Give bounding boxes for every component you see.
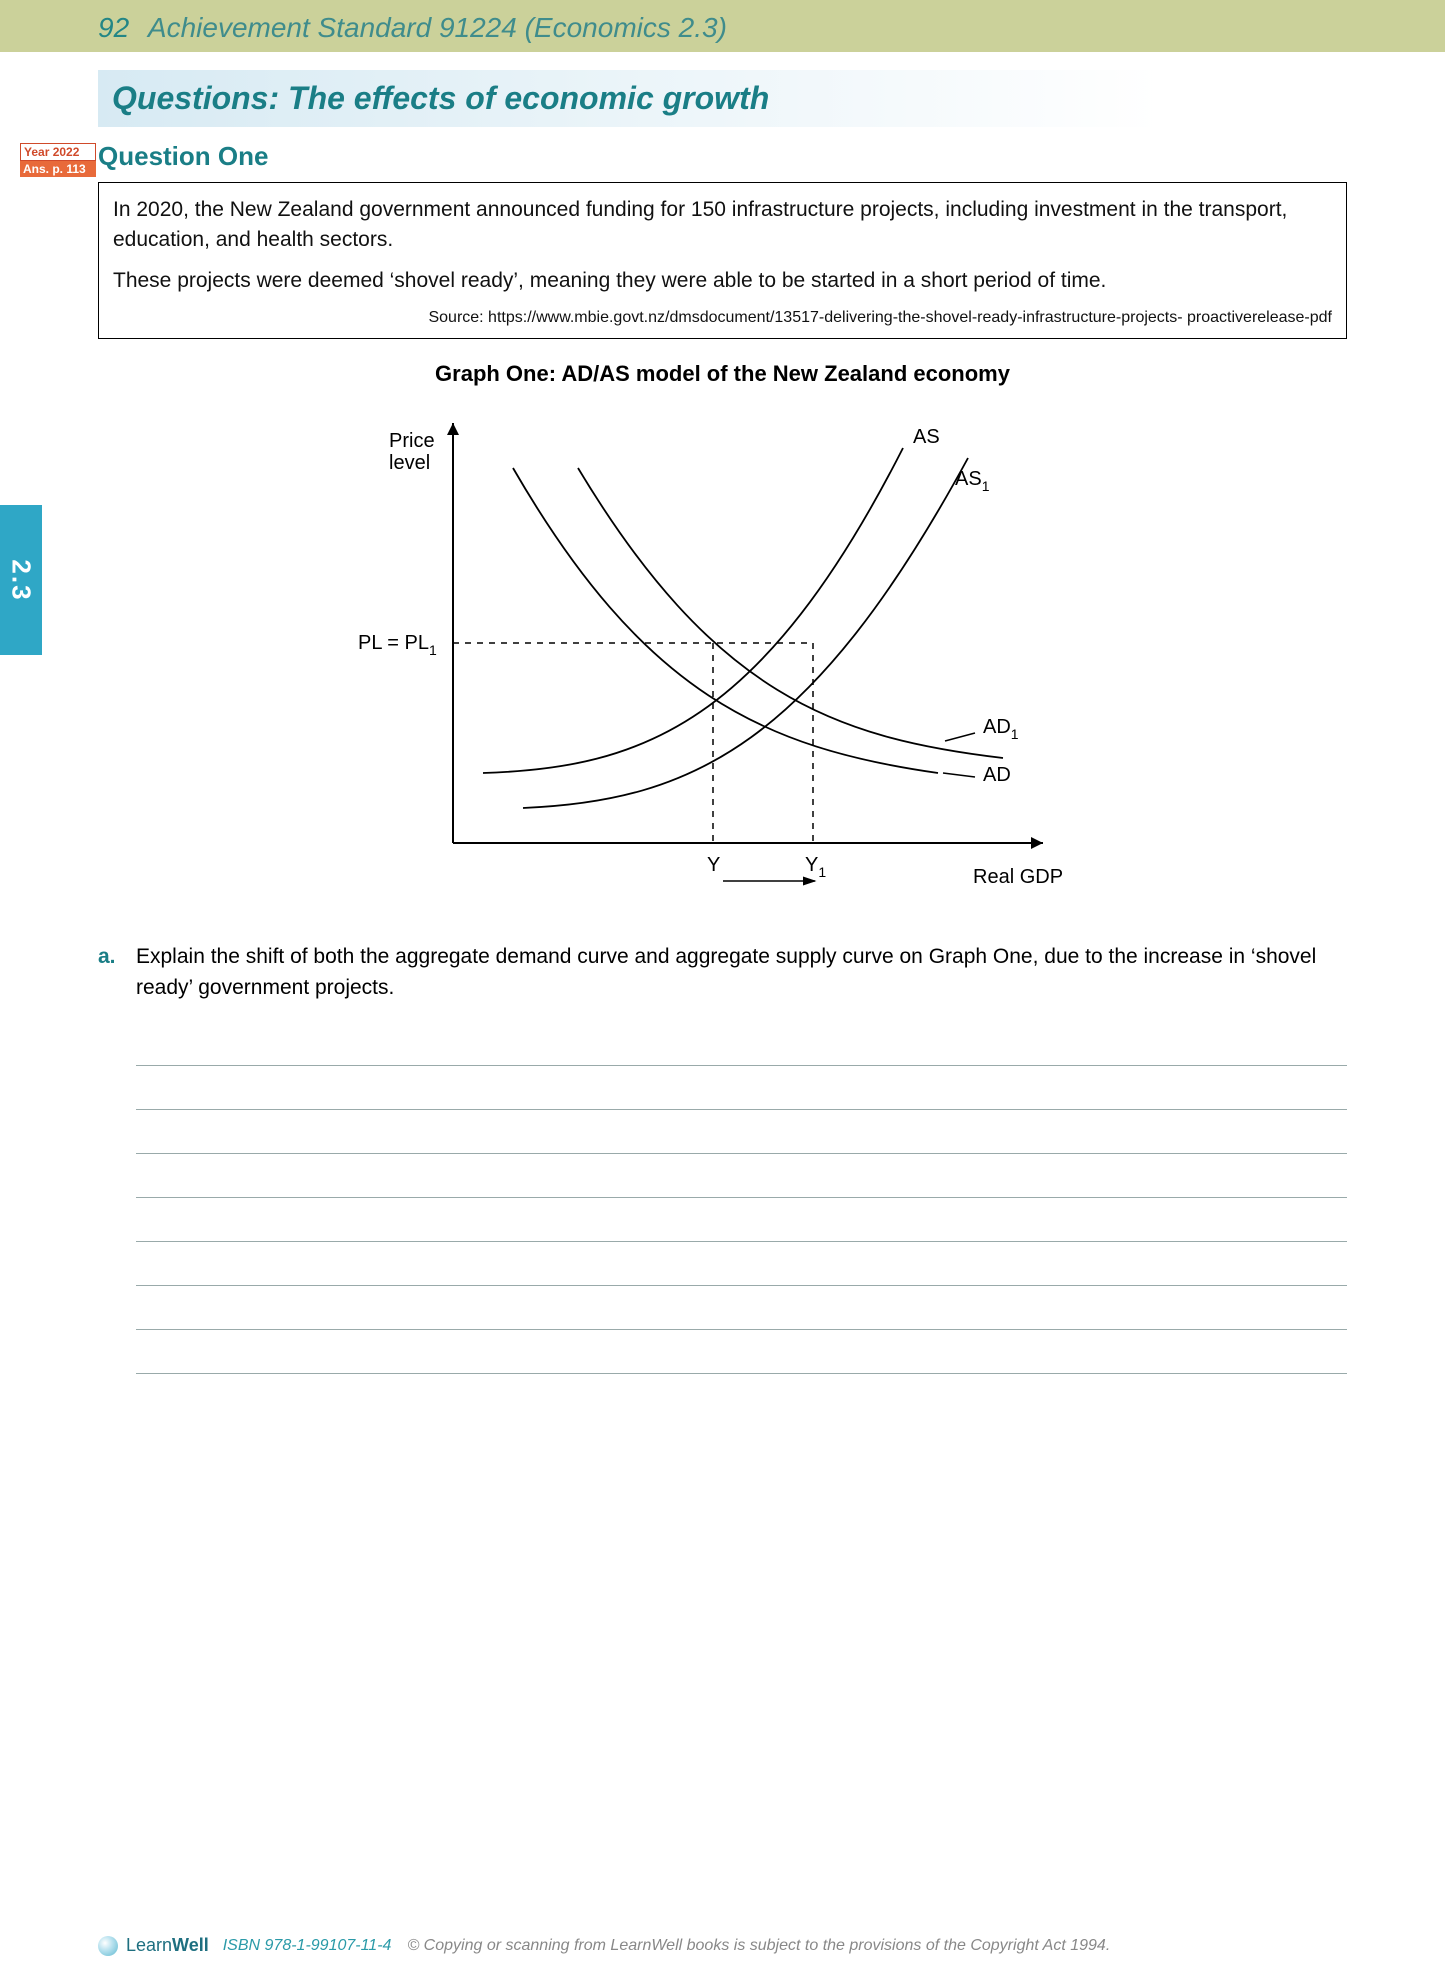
graph-title: Graph One: AD/AS model of the New Zealan… [98,361,1347,387]
svg-text:AS: AS [913,426,940,448]
learnwell-logo-icon [98,1936,118,1956]
running-header: 92 Achievement Standard 91224 (Economics… [98,12,727,44]
answer-line[interactable] [136,1110,1347,1154]
svg-text:Y: Y [707,854,720,876]
answer-line[interactable] [136,1286,1347,1330]
context-p1: In 2020, the New Zealand government anno… [113,195,1332,256]
answer-line[interactable] [136,1242,1347,1286]
context-source: Source: https://www.mbie.govt.nz/dmsdocu… [113,306,1332,329]
standard-title: Achievement Standard 91224 (Economics 2.… [148,12,727,43]
svg-text:AD1: AD1 [983,716,1019,742]
svg-text:Real GDP: Real GDP [973,866,1063,888]
meta-badges: Year 2022 Ans. p. 113 [20,143,96,177]
footer: LearnWell ISBN 978-1-99107-11-4 © Copyin… [98,1935,1347,1956]
svg-text:level: level [389,452,430,474]
section-tab-label: 2.3 [6,559,37,601]
answer-lines[interactable] [136,1022,1347,1374]
questions-heading: Questions: The effects of economic growt… [98,70,1347,127]
copyright-notice: © Copying or scanning from LearnWell boo… [407,1937,1347,1955]
page-number: 92 [98,12,129,43]
svg-text:PL = PL1: PL = PL1 [358,632,437,658]
context-box: In 2020, the New Zealand government anno… [98,182,1347,339]
answer-line[interactable] [136,1154,1347,1198]
part-a: a. Explain the shift of both the aggrega… [98,941,1347,1004]
answer-line[interactable] [136,1066,1347,1110]
isbn: ISBN 978-1-99107-11-4 [223,1937,392,1955]
publisher-brand: LearnWell [126,1935,209,1956]
part-a-letter: a. [98,941,122,1004]
answer-line[interactable] [136,1330,1347,1374]
question-one-heading: Question One [98,141,1347,172]
year-badge: Year 2022 [20,143,96,161]
part-a-text: Explain the shift of both the aggregate … [136,941,1347,1004]
answer-line[interactable] [136,1198,1347,1242]
svg-text:Y1: Y1 [805,854,826,880]
svg-text:Price: Price [389,430,435,452]
section-tab: 2.3 [0,505,42,655]
svg-text:AS1: AS1 [955,468,990,494]
context-p2: These projects were deemed ‘shovel ready… [113,266,1332,296]
answer-line[interactable] [136,1022,1347,1066]
svg-text:AD: AD [983,764,1011,786]
adas-graph: Pricelevel Real GDP AS AS1 AD1 AD PL = PL1 Y Y1 [343,393,1103,913]
answer-page-badge: Ans. p. 113 [20,161,96,177]
